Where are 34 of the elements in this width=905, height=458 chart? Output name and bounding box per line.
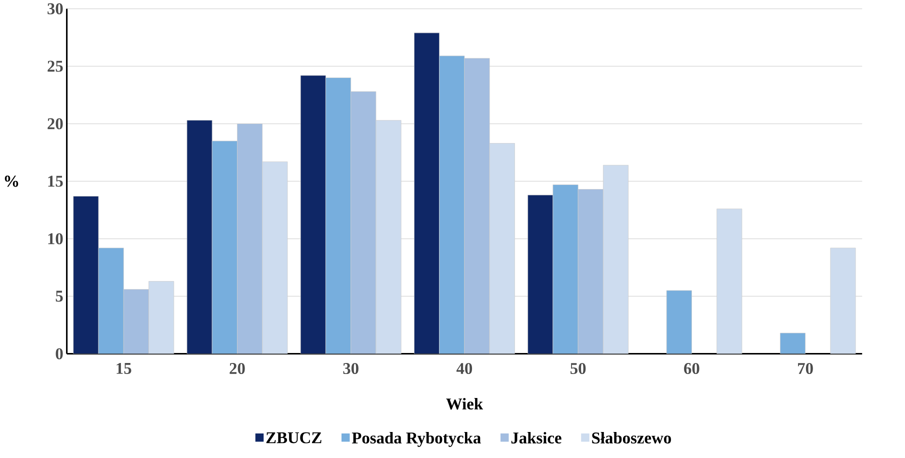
x-tick-label: 15	[116, 362, 132, 374]
bar	[716, 208, 742, 354]
x-tick-label: 20	[230, 362, 245, 374]
bar	[464, 58, 490, 354]
bar	[780, 332, 806, 354]
legend-label: Słaboszewo	[592, 432, 671, 444]
legend-label: ZBUCZ	[266, 432, 322, 444]
bar	[237, 123, 263, 354]
legend-label: Posada Rybotycka	[352, 432, 481, 447]
y-tick-label: 0	[56, 348, 63, 360]
bar	[603, 164, 629, 354]
bar	[830, 248, 856, 354]
bar	[123, 288, 149, 354]
y-tick-label: 15	[48, 176, 63, 187]
x-tick-label: 40	[456, 362, 472, 374]
bar	[262, 161, 288, 354]
bar	[376, 120, 402, 354]
y-tick-label: 10	[48, 233, 63, 244]
x-axis-title: Wiek	[446, 398, 483, 410]
legend-label: Jaksice	[511, 432, 562, 444]
y-tick-label: 5	[56, 290, 63, 302]
x-tick-label: 70	[798, 362, 813, 374]
y-tick-label: 20	[48, 118, 63, 130]
bar	[489, 142, 515, 354]
y-tick-label: 25	[48, 60, 63, 72]
bar	[578, 188, 604, 354]
x-tick-label: 30	[343, 362, 358, 374]
x-tick-label: 50	[570, 362, 586, 374]
bar	[148, 280, 174, 354]
y-tick-label: 30	[48, 3, 63, 14]
bar	[350, 91, 376, 354]
bar	[666, 290, 692, 354]
y-axis-title: %	[4, 175, 18, 187]
x-tick-label: 60	[684, 362, 700, 374]
